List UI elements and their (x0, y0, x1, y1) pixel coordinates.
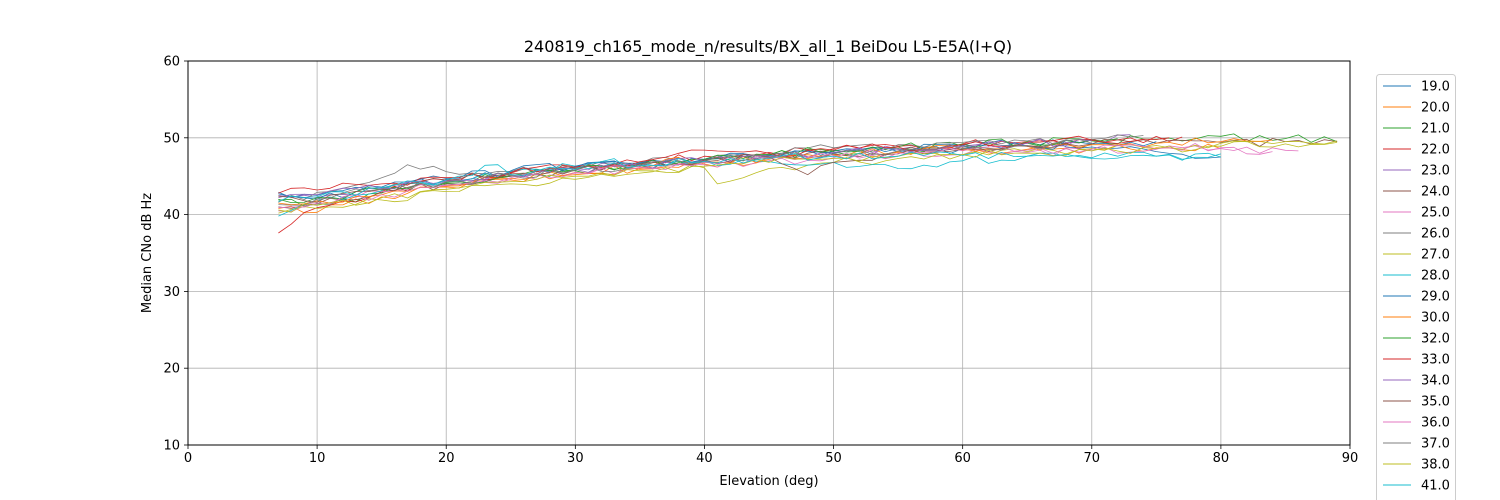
x-tick-label: 80 (1213, 451, 1230, 466)
chart-title: 240819_ch165_mode_n/results/BX_all_1 Bei… (524, 37, 1012, 57)
legend-label: 37.0 (1421, 437, 1450, 452)
series-line-33-0 (278, 135, 1170, 194)
legend: 19.0 20.0 21.0 22.0 23.0 24.0 25.0 26.0 27.0 28.0… (1376, 74, 1456, 500)
x-tick-label: 60 (954, 451, 971, 466)
legend-label: 25.0 (1421, 206, 1450, 221)
x-axis-label: Elevation (deg) (719, 474, 818, 489)
legend-label: 27.0 (1421, 248, 1450, 263)
legend-label: 36.0 (1421, 416, 1450, 431)
y-tick-label: 30 (163, 285, 180, 300)
legend-label: 23.0 (1421, 164, 1450, 179)
series-line-41-0 (278, 151, 1222, 202)
legend-box (1376, 74, 1456, 500)
legend-label: 19.0 (1421, 80, 1450, 95)
x-axis-ticks: 0 10 20 30 40 50 60 70 80 90 (184, 445, 1358, 466)
series-line-36-0 (278, 143, 1273, 209)
legend-label: 41.0 (1421, 479, 1450, 494)
legend-label: 20.0 (1421, 101, 1450, 116)
legend-label: 26.0 (1421, 227, 1450, 242)
x-tick-label: 50 (825, 451, 842, 466)
x-tick-label: 70 (1084, 451, 1101, 466)
y-tick-label: 50 (163, 131, 180, 146)
x-tick-label: 30 (567, 451, 584, 466)
series-line-35-0 (278, 143, 1092, 203)
series-line-38-0 (278, 140, 1338, 213)
plot-frame (187, 60, 1351, 446)
y-axis-ticks: 10 20 30 40 50 60 (163, 55, 188, 454)
x-tick-label: 10 (309, 451, 326, 466)
x-tick-label: 40 (696, 451, 713, 466)
legend-label: 30.0 (1421, 311, 1450, 326)
y-tick-label: 40 (163, 208, 180, 223)
series-line-24-0 (278, 137, 1338, 209)
legend-label: 38.0 (1421, 458, 1450, 473)
legend-label: 34.0 (1421, 374, 1450, 389)
y-axis-label: Median CNo dB Hz (140, 193, 155, 313)
y-tick-label: 60 (163, 55, 180, 70)
series-lines (278, 133, 1338, 234)
x-tick-label: 90 (1342, 451, 1359, 466)
legend-label: 22.0 (1421, 143, 1450, 158)
legend-label: 21.0 (1421, 122, 1450, 137)
y-tick-label: 10 (163, 439, 180, 454)
legend-label: 33.0 (1421, 353, 1450, 368)
series-line-34-0 (278, 138, 1092, 199)
legend-label: 29.0 (1421, 290, 1450, 305)
legend-label: 32.0 (1421, 332, 1450, 347)
legend-label: 35.0 (1421, 395, 1450, 410)
legend-label: 24.0 (1421, 185, 1450, 200)
legend-label: 28.0 (1421, 269, 1450, 284)
series-line-37-0 (278, 138, 1092, 206)
x-tick-label: 20 (438, 451, 455, 466)
y-tick-label: 20 (163, 362, 180, 377)
x-tick-label: 0 (184, 451, 192, 466)
